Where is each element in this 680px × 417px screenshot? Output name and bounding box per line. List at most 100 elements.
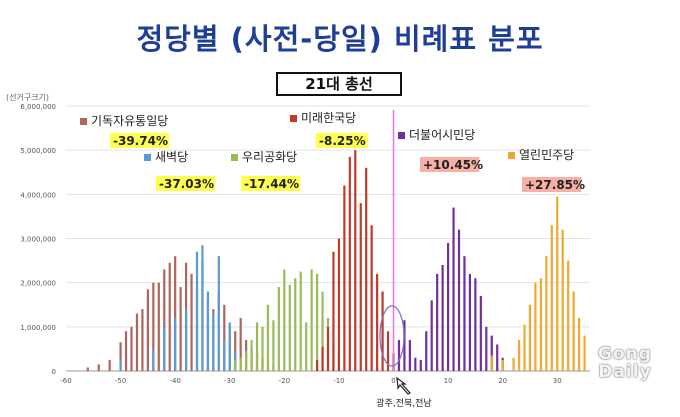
y-tick-label: 2,000,000 [20,280,56,288]
highlight-ellipse [379,305,405,367]
bar [485,326,488,371]
bar [419,359,422,371]
bar [86,367,89,371]
bar [261,326,264,371]
bar [403,320,406,371]
bar [168,262,171,371]
bar [354,150,357,371]
x-tick-label: -20 [279,377,290,385]
value-label: +10.45% [423,158,483,172]
bars [86,150,586,371]
bar [299,271,302,371]
bar [446,242,450,371]
bar [223,304,226,371]
bar [474,278,477,371]
bar [206,291,210,371]
legend-swatch [80,118,87,125]
y-tick-label: 6,000,000 [20,103,56,111]
bar [152,348,155,371]
bar [337,238,341,371]
bar [283,269,286,371]
bar [539,278,542,371]
bar [567,260,570,371]
bar [272,320,275,371]
x-tick-label: 20 [498,377,507,385]
value-label: -8.25% [319,134,366,148]
bar [266,304,270,371]
value-highlight [156,176,216,191]
bar [528,304,532,371]
value-label: -37.03% [159,177,214,191]
bar [277,287,280,371]
legend-label: 새벽당 [155,150,188,164]
bar [359,203,362,371]
y-tick-label: 0 [52,368,56,376]
y-tick-label: 5,000,000 [20,147,56,155]
bar [141,309,144,371]
legend-label: 더불어시민당 [409,128,475,142]
bar [348,156,351,371]
legend-swatch [290,115,297,122]
legend-swatch [231,154,238,161]
value-highlight [110,133,170,148]
bar [463,256,466,371]
region-annotation: 광주,전북,전남 [376,397,431,409]
bar [135,313,139,371]
bar [305,322,308,371]
bar [174,256,177,371]
bar [408,340,411,371]
bar [146,289,149,371]
chart-title: 21대 총선 [276,72,402,96]
bar [376,273,379,371]
bar [550,225,553,371]
bar [545,256,548,371]
y-tick-label: 4,000,000 [20,191,56,199]
bar [496,344,499,371]
series-labels: 기독자유통일당 -39.74% 새벽당 -37.03% 우리공화당 -17.44% 미래한국… [80,111,585,192]
watermark-logo: Gong Daily [598,344,652,382]
value-label: -39.74% [113,134,168,148]
bar [310,269,313,371]
bar [425,331,428,371]
bar [152,282,155,371]
bar [534,282,537,371]
bar [239,357,242,371]
bar [441,265,444,371]
bar [234,359,237,371]
bar [501,359,504,371]
value-highlight [522,177,582,192]
x-tick-label: -10 [333,377,344,385]
bar [386,331,390,371]
value-highlight [420,157,480,172]
bar [381,291,384,371]
bar [321,291,324,371]
bar [556,196,559,371]
x-tick-label: -30 [224,377,235,385]
legend-swatch [144,154,151,161]
y-axis-label: (선거구크기) [6,93,49,102]
bar [245,351,248,371]
bar [343,185,346,371]
bar [490,335,493,371]
value-label: -17.44% [244,177,299,191]
bar [452,207,455,371]
bar [250,340,253,371]
x-tick-label: -50 [115,377,126,385]
y-tick-label: 3,000,000 [20,236,56,244]
bar [457,229,461,371]
bar [108,359,111,371]
bar [201,245,204,371]
bar [163,269,166,371]
bar [163,326,166,371]
legend-swatch [398,132,405,139]
bar [523,324,526,371]
bar [288,284,291,371]
legend-label: 우리공화당 [242,150,297,164]
bar [436,273,439,371]
bar [517,340,521,371]
bar [223,340,226,371]
value-label: +27.85% [525,178,585,192]
legend-swatch [508,152,515,159]
overlay: 광주,전북,전남 [376,110,432,409]
